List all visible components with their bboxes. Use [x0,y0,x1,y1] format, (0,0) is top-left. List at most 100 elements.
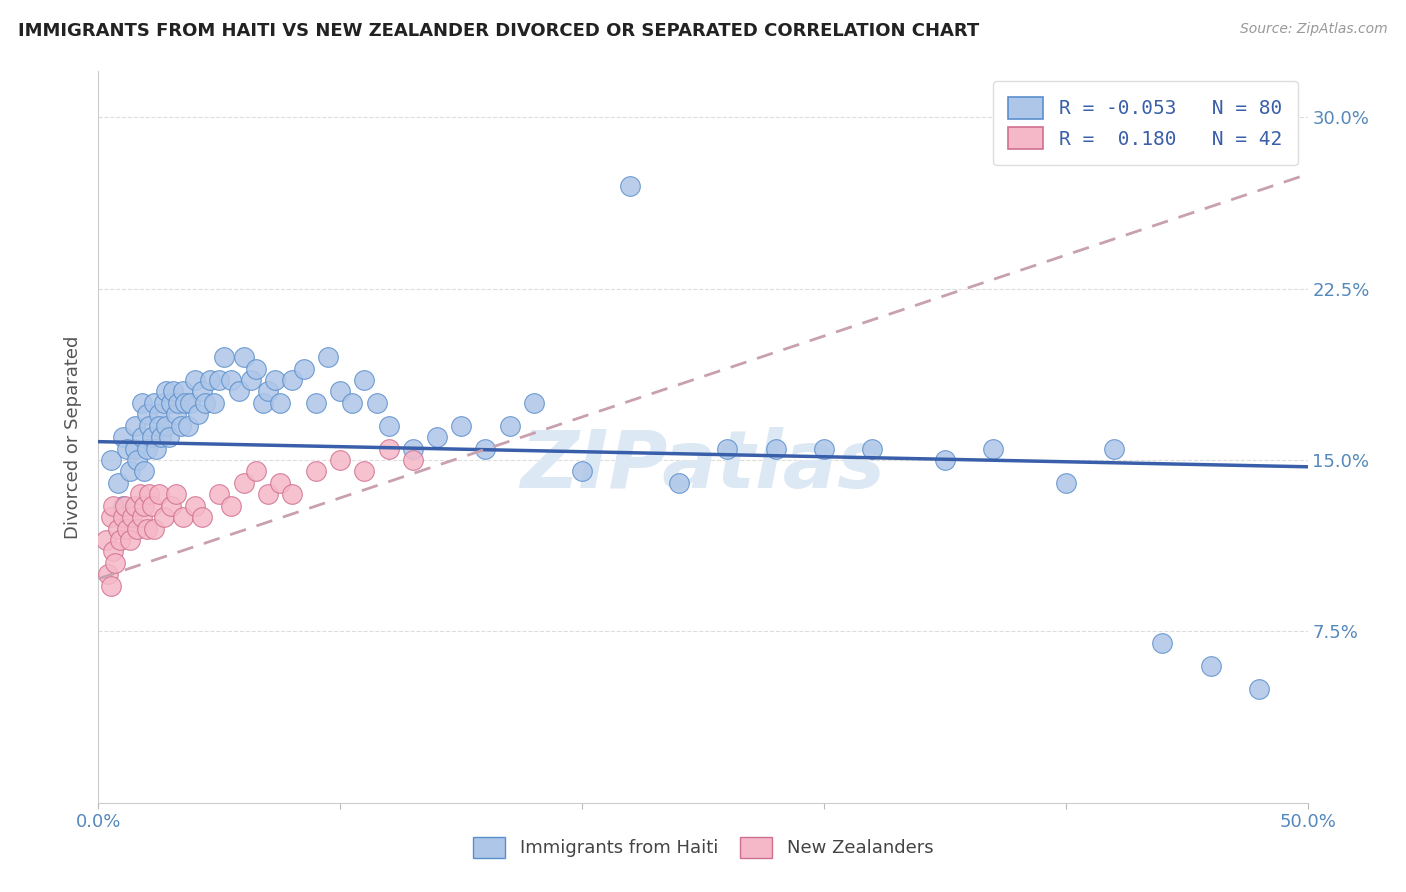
Point [426,430,449,444]
Point [124,418,146,433]
Point [145,442,167,456]
Point [523,396,546,410]
Point [108,533,131,547]
Point [269,475,291,490]
Point [498,418,520,433]
Point [934,453,956,467]
Point [221,373,243,387]
Point [232,350,254,364]
Point [194,396,217,410]
Point [239,373,262,387]
Point [138,418,160,433]
Text: Source: ZipAtlas.com: Source: ZipAtlas.com [1240,22,1388,37]
Point [135,407,157,421]
Point [148,418,170,433]
Point [305,464,328,478]
Point [981,442,1004,456]
Point [127,453,149,467]
Point [208,373,231,387]
Point [228,384,250,399]
Legend: R = -0.053   N = 80, R =  0.180   N = 42: R = -0.053 N = 80, R = 0.180 N = 42 [993,81,1298,165]
Point [198,373,221,387]
Point [107,475,129,490]
Point [124,499,146,513]
Point [134,499,156,513]
Point [160,499,183,513]
Point [264,373,287,387]
Point [353,464,375,478]
Point [152,396,174,410]
Point [94,533,117,547]
Point [118,464,141,478]
Point [148,407,170,421]
Point [160,396,183,410]
Point [101,544,124,558]
Point [179,396,201,410]
Point [305,396,328,410]
Point [716,442,738,456]
Point [167,396,190,410]
Point [172,384,194,399]
Point [121,510,143,524]
Point [1102,442,1125,456]
Point [131,510,153,524]
Point [97,567,120,582]
Point [252,396,274,410]
Point [245,464,267,478]
Point [162,384,184,399]
Point [104,556,127,570]
Point [165,407,187,421]
Point [155,384,177,399]
Text: ZIPatlas: ZIPatlas [520,427,886,506]
Point [329,384,352,399]
Point [114,499,136,513]
Point [174,396,197,410]
Point [281,487,304,501]
Point [450,418,472,433]
Point [571,464,593,478]
Point [118,533,141,547]
Point [117,442,139,456]
Point [107,521,129,535]
Point [668,475,690,490]
Point [148,487,170,501]
Legend: Immigrants from Haiti, New Zealanders: Immigrants from Haiti, New Zealanders [464,828,942,867]
Point [155,418,177,433]
Point [150,430,173,444]
Point [187,407,209,421]
Point [111,510,134,524]
Point [1249,681,1271,696]
Point [474,442,496,456]
Point [100,453,122,467]
Point [184,499,207,513]
Point [377,418,399,433]
Point [1054,475,1077,490]
Point [157,430,180,444]
Point [143,396,166,410]
Point [138,487,160,501]
Point [184,373,207,387]
Point [111,499,134,513]
Point [172,510,194,524]
Point [134,464,156,478]
Point [117,521,139,535]
Point [204,396,226,410]
Point [131,396,153,410]
Point [124,442,146,456]
Point [100,579,122,593]
Point [221,499,243,513]
Point [232,475,254,490]
Point [169,418,191,433]
Point [353,373,375,387]
Point [127,521,149,535]
Point [342,396,364,410]
Y-axis label: Divorced or Separated: Divorced or Separated [65,335,83,539]
Point [269,396,291,410]
Point [191,384,214,399]
Point [860,442,883,456]
Point [100,510,122,524]
Point [402,453,425,467]
Point [256,487,278,501]
Point [245,361,267,376]
Point [177,418,200,433]
